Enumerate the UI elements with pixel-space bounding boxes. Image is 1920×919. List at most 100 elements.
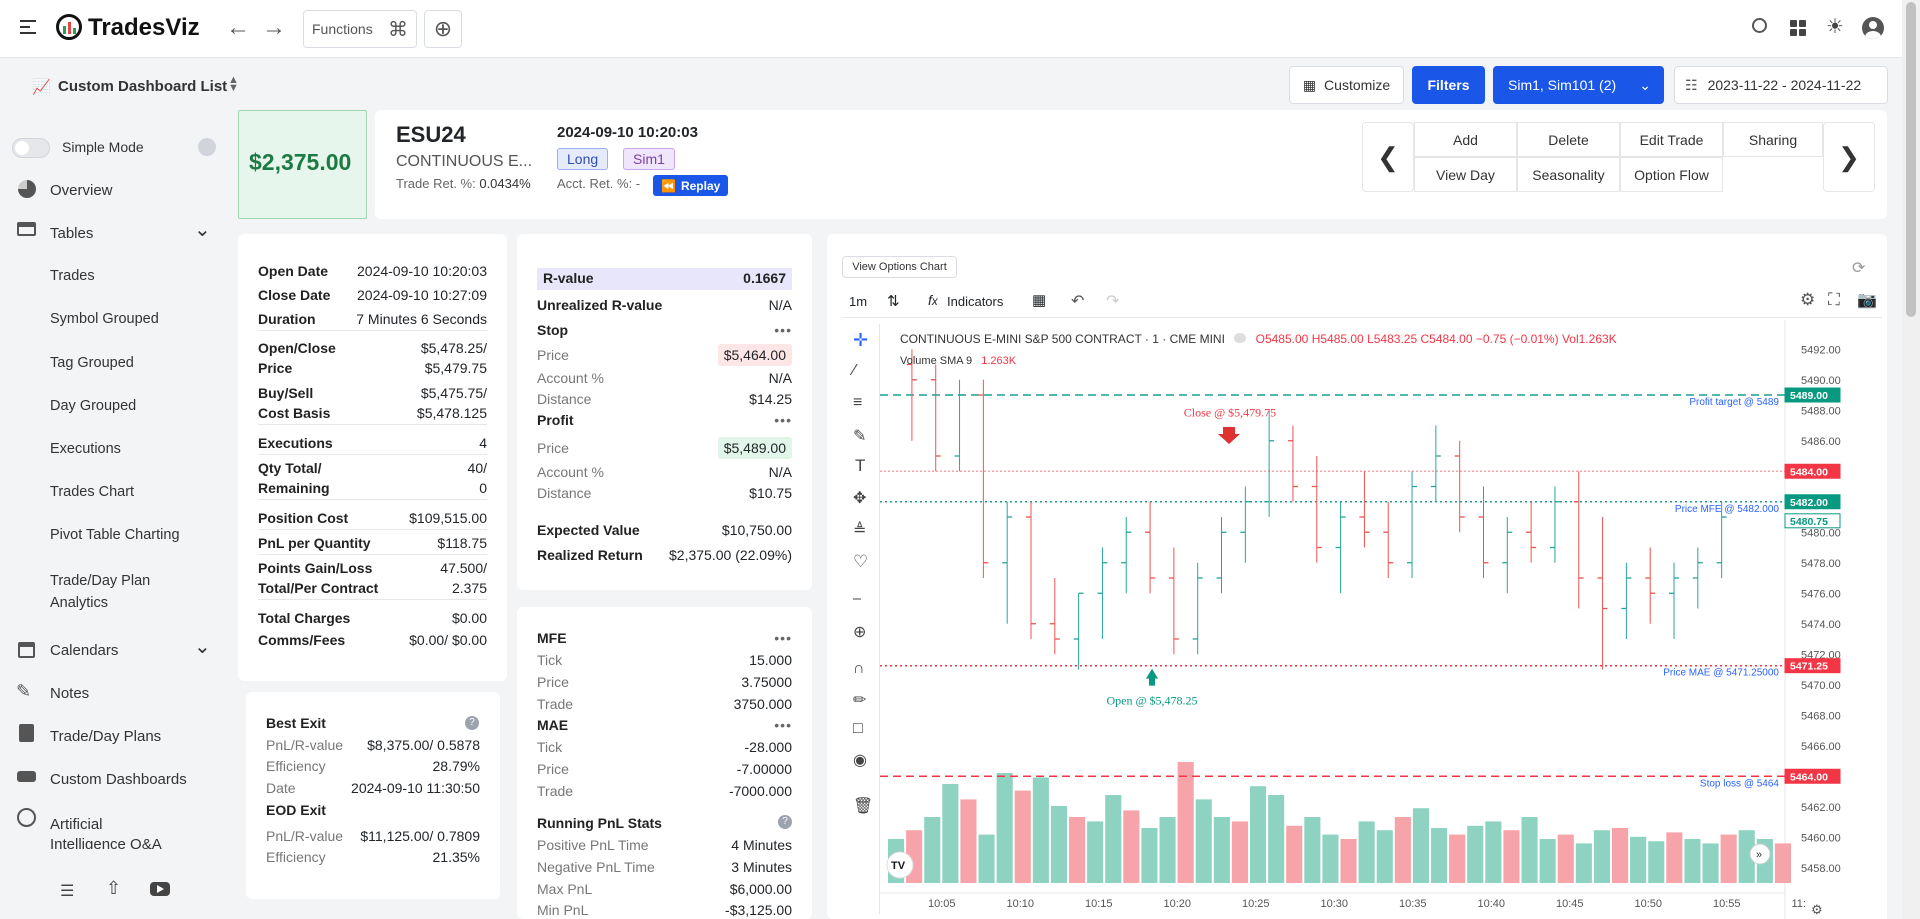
- app-name[interactable]: TradesViz: [88, 14, 200, 41]
- date-range-picker[interactable]: ☷ 2023-11-22 - 2024-11-22: [1674, 66, 1888, 104]
- sidebar-item-executions[interactable]: Executions: [50, 441, 121, 457]
- camera-icon[interactable]: 📷: [1857, 292, 1877, 309]
- sharing-button[interactable]: Sharing: [1723, 122, 1823, 157]
- settings-gear-icon[interactable]: [198, 138, 216, 156]
- dashboard-list-title[interactable]: Custom Dashboard List: [58, 78, 228, 95]
- lock-draw-icon[interactable]: ✏: [853, 692, 867, 709]
- sidebar-item-calendars[interactable]: Calendars: [50, 642, 119, 659]
- view-options-chart-button[interactable]: View Options Chart: [842, 256, 957, 278]
- mfe-menu-icon[interactable]: •••: [774, 630, 792, 646]
- ruler-icon[interactable]: ⎯: [853, 590, 862, 607]
- pattern-icon[interactable]: ✥: [853, 490, 867, 507]
- help-icon[interactable]: ?: [465, 716, 479, 730]
- divider: [258, 554, 487, 555]
- trash-icon[interactable]: 🗑: [853, 798, 874, 815]
- calendar-icon: [18, 642, 35, 658]
- chart-toolbar: 1m ⇅ fx Indicators ▦ ↶ ↷ ⚙ ⛶ 📷: [842, 286, 1882, 318]
- price-chart[interactable]: 5492.00 5490.00 5488.00 5486.00 5484.00 5482.…: [880, 320, 1887, 919]
- delete-button[interactable]: Delete: [1517, 122, 1620, 157]
- sidebar-item-trades-chart[interactable]: Trades Chart: [50, 484, 135, 500]
- filters-button[interactable]: Filters: [1412, 66, 1485, 104]
- candle-type-icon[interactable]: ⇅: [887, 293, 900, 310]
- dashboard-toolbar: 📈 Custom Dashboard List ▲ ▼ ▦ Customize F…: [0, 58, 1902, 114]
- prev-trade-button[interactable]: ❮: [1362, 122, 1414, 192]
- pie-chart-icon: [18, 180, 36, 198]
- fib-icon[interactable]: ≡: [853, 394, 863, 411]
- sidebar-item-trades[interactable]: Trades: [50, 268, 95, 284]
- volume-bar: [1231, 821, 1248, 883]
- divider: [258, 454, 487, 455]
- stop-menu-icon[interactable]: •••: [774, 322, 792, 338]
- sidebar-item-pivot-table[interactable]: Pivot Table Charting: [50, 527, 180, 543]
- sidebar-item-plans[interactable]: Trade/Day Plans: [50, 728, 162, 745]
- fullscreen-icon[interactable]: ⛶: [1828, 290, 1840, 309]
- sidebar-item-ai[interactable]: Artificial Intelligence Q&A: [50, 816, 162, 849]
- zoom-icon[interactable]: ⊕: [853, 624, 867, 641]
- scrollbar-thumb[interactable]: [1906, 2, 1916, 317]
- heart-icon[interactable]: ♡: [853, 552, 869, 571]
- indicators-button[interactable]: Indicators: [947, 294, 1004, 309]
- simple-mode-toggle[interactable]: [12, 138, 50, 158]
- volume-bar: [1141, 828, 1158, 883]
- view-day-button[interactable]: View Day: [1414, 157, 1517, 192]
- avatar-icon[interactable]: [1862, 17, 1884, 39]
- measure-range-icon[interactable]: ≜: [853, 522, 867, 539]
- chart-settings-icon[interactable]: ⚙: [1800, 290, 1816, 309]
- interval-button[interactable]: 1m: [849, 294, 868, 309]
- detail-row: Points Gain/Loss 47.500/: [258, 560, 487, 576]
- mae-menu-icon[interactable]: •••: [774, 717, 792, 733]
- accounts-select[interactable]: Sim1, Sim101 (2) ⌄: [1493, 66, 1664, 104]
- lock-icon[interactable]: □: [853, 720, 863, 737]
- sidebar-item-day-grouped[interactable]: Day Grouped: [50, 398, 137, 414]
- sidebar-item-tables[interactable]: Tables: [50, 225, 94, 242]
- replay-button[interactable]: ⏪ Replay: [653, 175, 729, 196]
- option-flow-button[interactable]: Option Flow: [1620, 157, 1723, 192]
- apps-grid-icon[interactable]: [1790, 20, 1806, 36]
- profit-menu-icon[interactable]: •••: [774, 412, 792, 428]
- upload-icon[interactable]: ⇧: [106, 878, 122, 898]
- detail-row: Duration 7 Minutes 6 Seconds: [258, 311, 487, 327]
- brush-icon[interactable]: ✎: [853, 428, 867, 445]
- trendline-icon[interactable]: ∕: [853, 362, 856, 379]
- ai-icon: [17, 808, 36, 827]
- back-arrow-icon[interactable]: ←: [226, 14, 250, 41]
- sidebar-item-custom-dashboards[interactable]: Custom Dashboards: [50, 771, 187, 788]
- redo-icon[interactable]: ↷: [1106, 293, 1120, 310]
- theme-sun-icon[interactable]: ☀: [1826, 16, 1844, 38]
- crosshair-icon[interactable]: ✛: [853, 330, 869, 350]
- y-tick-label: 5486.00: [1801, 436, 1841, 448]
- hamburger-icon[interactable]: [20, 20, 36, 34]
- text-tool-icon[interactable]: T: [855, 456, 866, 475]
- forward-arrow-icon[interactable]: →: [262, 14, 286, 41]
- running-help-icon[interactable]: ?: [778, 815, 792, 829]
- refresh-icon[interactable]: ⟳: [1852, 260, 1866, 277]
- eye-icon[interactable]: ◉: [853, 752, 867, 769]
- sidebar-item-overview[interactable]: Overview: [50, 182, 113, 199]
- undo-icon[interactable]: ↶: [1071, 293, 1085, 310]
- sort-chevron-icon[interactable]: ▲ ▼: [228, 74, 239, 94]
- calendars-chevron-icon[interactable]: ⌄: [194, 636, 211, 658]
- y-tick-label: 5478.00: [1801, 558, 1841, 570]
- sidebar-item-symbol-grouped[interactable]: Symbol Grouped: [50, 311, 159, 327]
- layout-grid-icon[interactable]: ▦: [1032, 292, 1047, 309]
- legend-toggle-icon[interactable]: [1234, 333, 1247, 343]
- functions-button[interactable]: Functions ⌘: [303, 10, 417, 48]
- logo-icon[interactable]: [56, 14, 82, 40]
- add-button[interactable]: Add: [1414, 122, 1517, 157]
- add-function-button[interactable]: ⊕: [424, 10, 462, 48]
- youtube-icon[interactable]: [150, 882, 170, 896]
- page-scrollbar[interactable]: [1902, 0, 1920, 919]
- fx-icon[interactable]: fx: [928, 292, 938, 308]
- customize-button[interactable]: ▦ Customize: [1289, 66, 1404, 104]
- price-tag: [1784, 658, 1841, 674]
- sliders-icon[interactable]: ☰: [60, 883, 75, 900]
- seasonality-button[interactable]: Seasonality: [1517, 157, 1620, 192]
- sidebar-item-tag-grouped[interactable]: Tag Grouped: [50, 355, 134, 371]
- edit-trade-button[interactable]: Edit Trade: [1620, 122, 1723, 157]
- sidebar-item-notes[interactable]: Notes: [50, 685, 90, 702]
- sidebar-item-plan-analytics[interactable]: Trade/Day Plan Analytics: [50, 573, 151, 611]
- next-trade-button[interactable]: ❯: [1823, 122, 1875, 192]
- search-icon[interactable]: [1752, 18, 1767, 33]
- magnet-icon[interactable]: ∩: [853, 660, 865, 677]
- tables-chevron-icon[interactable]: ⌄: [194, 219, 211, 241]
